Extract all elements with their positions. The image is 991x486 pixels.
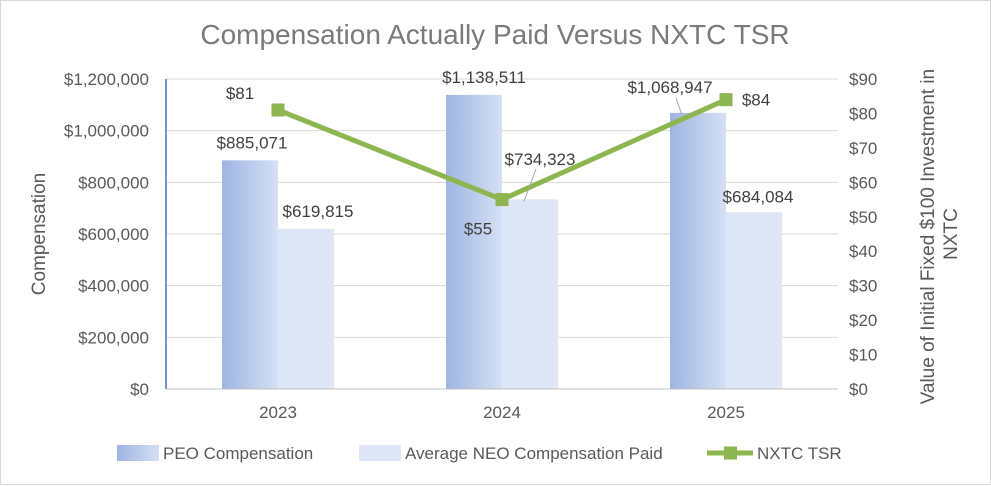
y-tick-label: $1,200,000 (64, 70, 149, 89)
y2-tick-label: $0 (849, 380, 868, 399)
legend-label-neo: Average NEO Compensation Paid (405, 444, 663, 463)
y2-tick-labels: $0 $10 $20 $30 $40 $50 $60 $70 $80 $90 (849, 70, 877, 399)
y2-axis-title: Value of Initial Fixed $100 Investment i… (918, 64, 962, 405)
x-tick-label: 2024 (483, 403, 521, 422)
bar-average-neo-compensation (726, 212, 782, 389)
y2-tick-label: $80 (849, 104, 877, 123)
y2-tick-label: $30 (849, 277, 877, 296)
bar-average-neo-compensation (278, 228, 334, 389)
x-tick-label: 2025 (707, 403, 745, 422)
legend-swatch-peo (117, 445, 159, 461)
neo-data-label: $734,323 (505, 150, 576, 169)
neo-data-label: $684,084 (723, 187, 794, 206)
bar-peo-compensation (670, 112, 726, 390)
bar-peo-compensation (446, 94, 502, 390)
tsr-data-label: $81 (226, 84, 254, 103)
neo-data-label: $619,815 (283, 202, 354, 221)
legend-label-tsr: NXTC TSR (757, 444, 842, 463)
y-tick-label: $400,000 (78, 277, 149, 296)
y2-axis-title-line-2: NXTC (941, 208, 962, 260)
y2-tick-label: $90 (849, 70, 877, 89)
tsr-marker (495, 193, 509, 207)
tsr-marker (271, 103, 285, 117)
legend-swatch-tsr-marker (724, 446, 737, 460)
y-axis-title: Compensation (29, 173, 50, 296)
y-tick-label: $1,000,000 (64, 122, 149, 141)
data-labels: $885,071 $1,138,511 $1,068,947 $619,815 $734… (217, 68, 794, 239)
tsr-data-label: $84 (742, 91, 770, 110)
y2-tick-label: $60 (849, 173, 877, 192)
bar-average-neo-compensation (502, 199, 558, 389)
legend: PEO Compensation Average NEO Compensation… (117, 444, 842, 463)
bar-peo-compensation (222, 160, 278, 389)
tsr-marker (719, 93, 733, 107)
peo-data-label: $885,071 (217, 133, 288, 152)
y2-axis-title-line-1: Value of Initial Fixed $100 Investment i… (918, 69, 939, 405)
y-tick-label: $800,000 (78, 173, 149, 192)
legend-swatch-neo (359, 445, 401, 461)
x-tick-labels: 2023 2024 2025 (259, 403, 745, 422)
chart-title: Compensation Actually Paid Versus NXTC T… (200, 19, 789, 50)
neo-label-leader-line (523, 168, 537, 202)
y2-tick-label: $40 (849, 242, 877, 261)
y2-tick-label: $10 (849, 346, 877, 365)
y-tick-label: $600,000 (78, 225, 149, 244)
y2-tick-label: $70 (849, 139, 877, 158)
tsr-line-series (271, 93, 733, 207)
y-tick-label: $0 (130, 380, 149, 399)
peo-data-label: $1,068,947 (627, 78, 712, 97)
y-tick-label: $200,000 (78, 328, 149, 347)
tsr-data-label: $55 (464, 220, 492, 239)
peo-data-label: $1,138,511 (442, 68, 526, 87)
peo-label-leader-line (675, 97, 683, 116)
y2-tick-label: $50 (849, 208, 877, 227)
legend-label-peo: PEO Compensation (163, 444, 313, 463)
bars (222, 94, 782, 390)
y-tick-labels: $0 $200,000 $400,000 $600,000 $800,000 $1,000… (64, 70, 149, 399)
y2-tick-label: $20 (849, 311, 877, 330)
x-tick-label: 2023 (259, 403, 297, 422)
